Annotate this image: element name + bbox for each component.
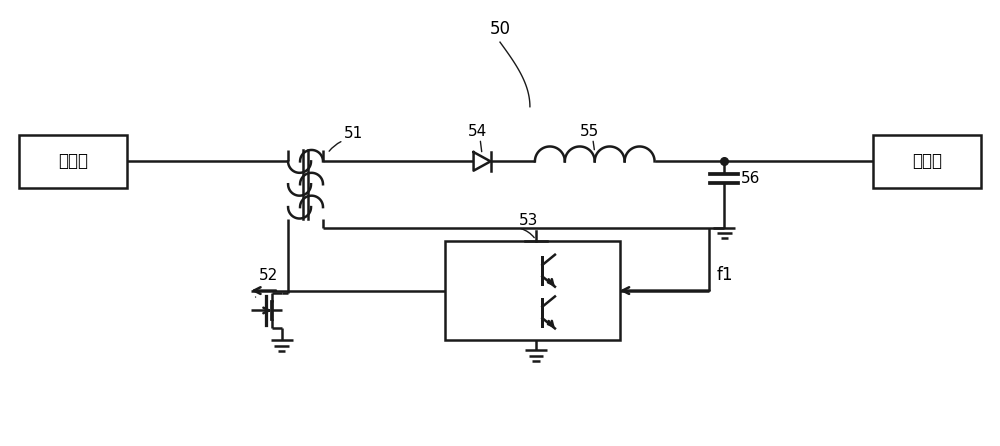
Bar — [445, 241, 620, 340]
Text: 55: 55 — [580, 124, 599, 139]
Text: 输入端: 输入端 — [58, 153, 88, 170]
Text: 输出端: 输出端 — [912, 153, 942, 170]
Text: 54: 54 — [467, 124, 487, 139]
Text: f1: f1 — [716, 266, 733, 284]
Text: 56: 56 — [741, 171, 761, 186]
Text: 53: 53 — [518, 213, 538, 228]
Text: 51: 51 — [343, 125, 363, 140]
Text: 52: 52 — [259, 268, 278, 283]
Text: 50: 50 — [490, 20, 511, 38]
Bar — [19, 135, 127, 188]
Bar — [873, 135, 981, 188]
